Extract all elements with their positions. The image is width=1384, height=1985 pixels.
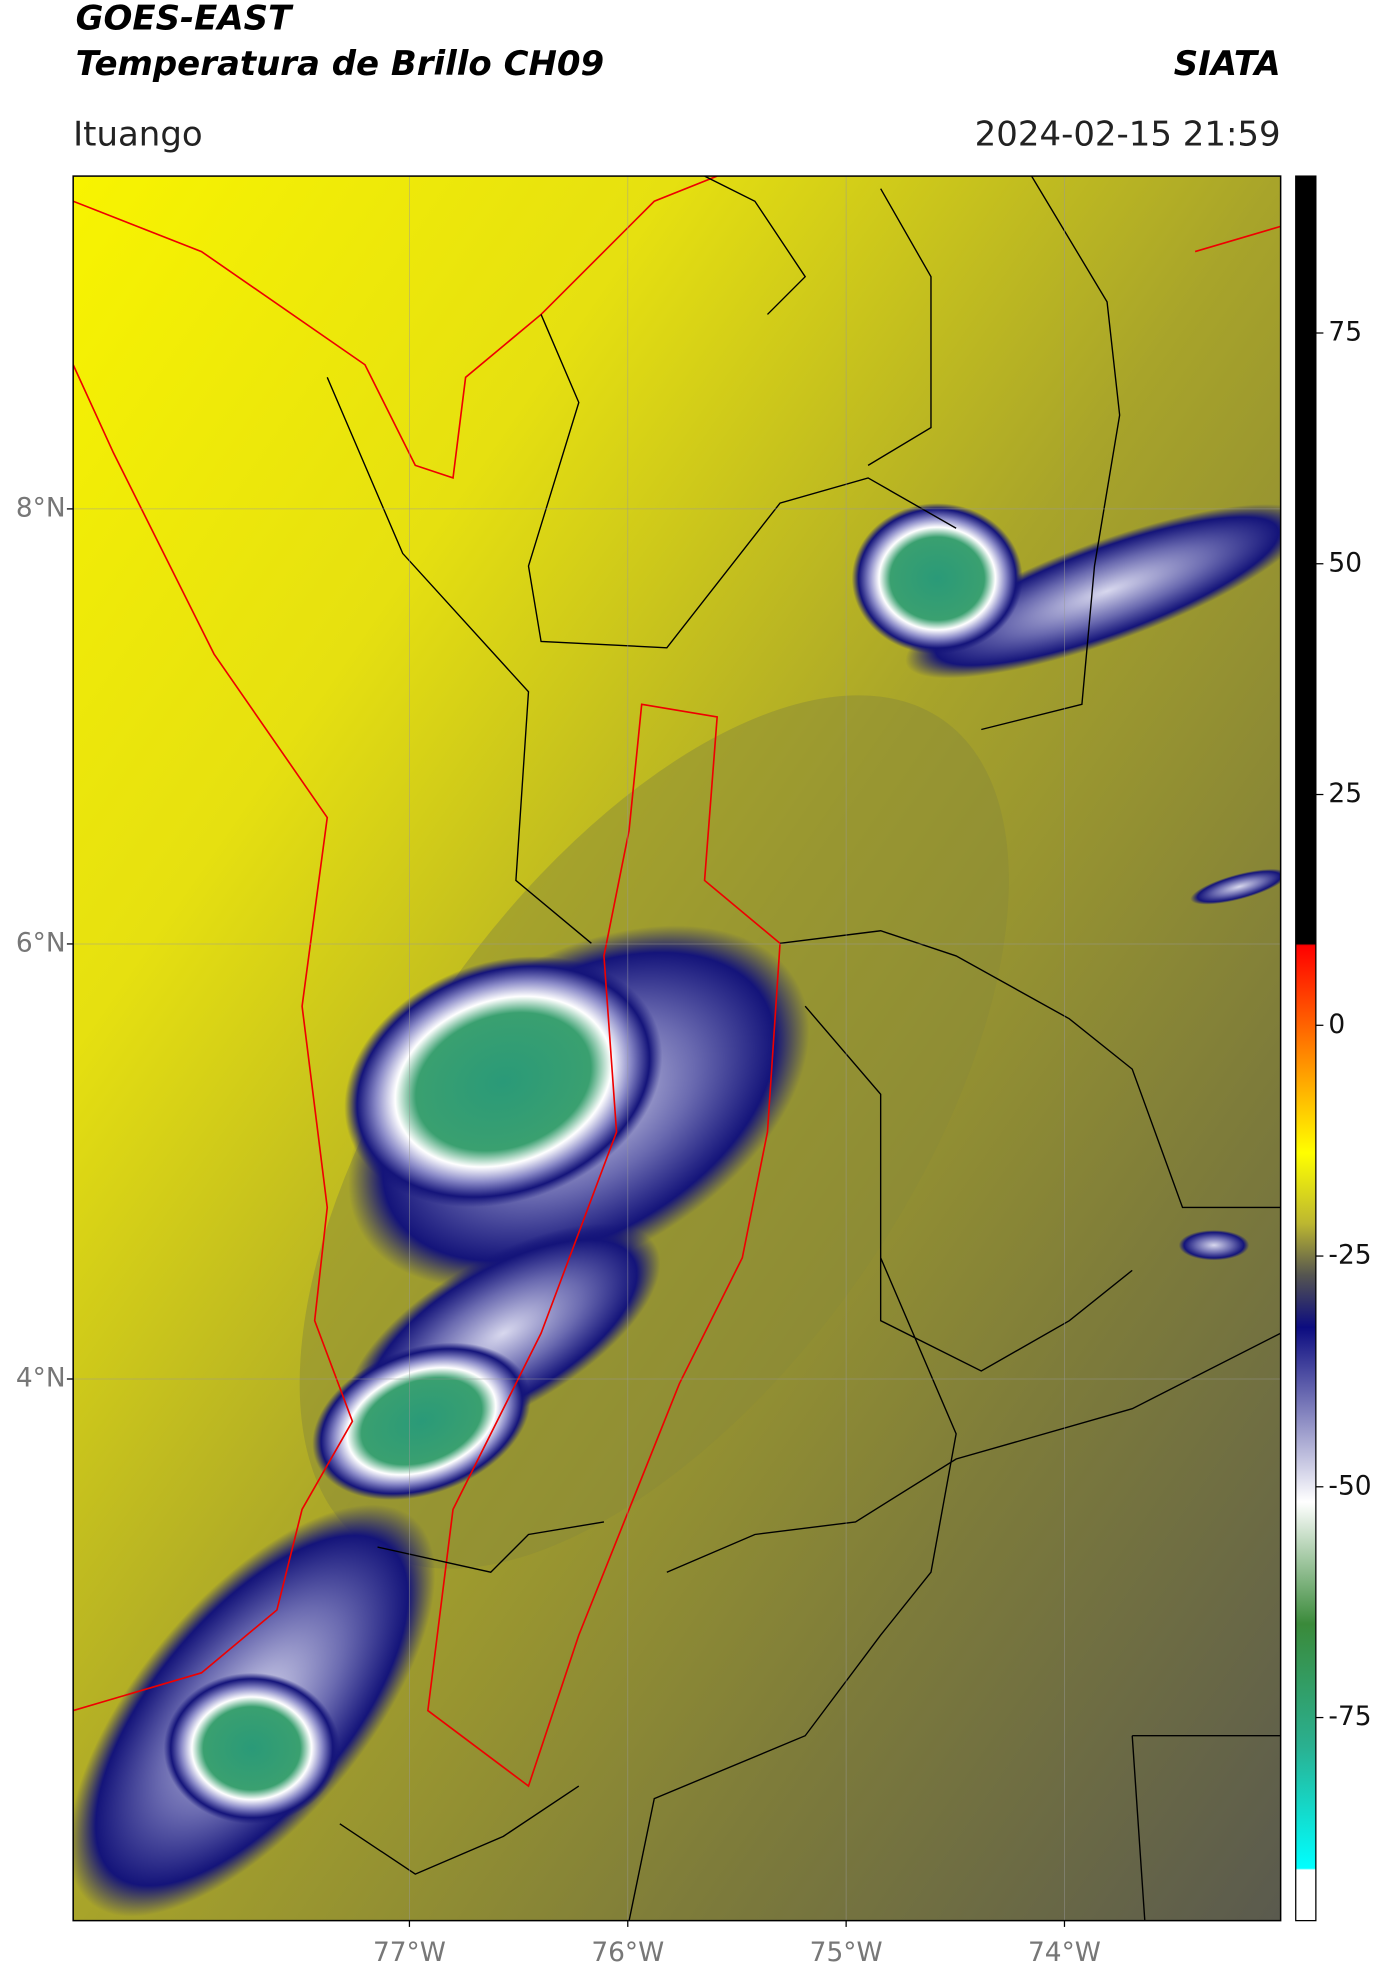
colorbar-tick-label: 25	[1328, 778, 1362, 809]
datetime: 2024-02-15 21:59	[975, 114, 1281, 154]
map-frame	[72, 175, 1282, 1922]
y-tick-label: 6°N	[16, 927, 66, 958]
graticule	[73, 176, 1281, 1921]
colorbar-tick-label: 50	[1328, 547, 1362, 578]
colorbar	[1295, 175, 1317, 1922]
colorbar-tick-label: 75	[1328, 317, 1362, 348]
map-image	[73, 176, 1281, 1921]
org: SIATA	[1174, 44, 1281, 84]
x-tick-label: 77°W	[373, 1937, 446, 1968]
colorbar-tick-label: 0	[1328, 1009, 1345, 1040]
colorbar-tick-label: -25	[1328, 1240, 1371, 1271]
x-tick-label: 74°W	[1028, 1937, 1101, 1968]
y-tick-label: 4°N	[16, 1362, 66, 1393]
satellite: GOES-EAST	[76, 0, 294, 39]
x-tick-label: 76°W	[591, 1937, 664, 1968]
region: Ituango	[73, 114, 203, 154]
product: Temperatura de Brillo CH09	[76, 44, 604, 84]
colorbar-tick-label: -50	[1328, 1470, 1371, 1501]
colorbar-tick-label: -75	[1328, 1701, 1371, 1732]
y-tick-label: 8°N	[16, 492, 66, 523]
x-tick-label: 75°W	[810, 1937, 883, 1968]
